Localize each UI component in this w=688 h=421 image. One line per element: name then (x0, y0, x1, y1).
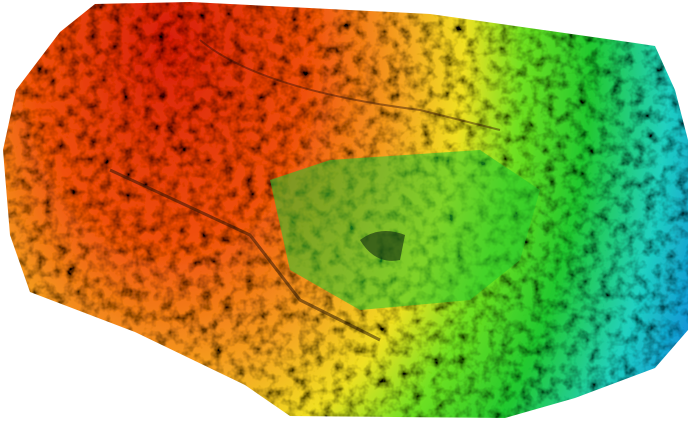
bench-line (199, 39, 501, 131)
haul-road (109, 168, 381, 342)
pit-shadow (360, 231, 405, 261)
pit-floor (270, 150, 540, 310)
